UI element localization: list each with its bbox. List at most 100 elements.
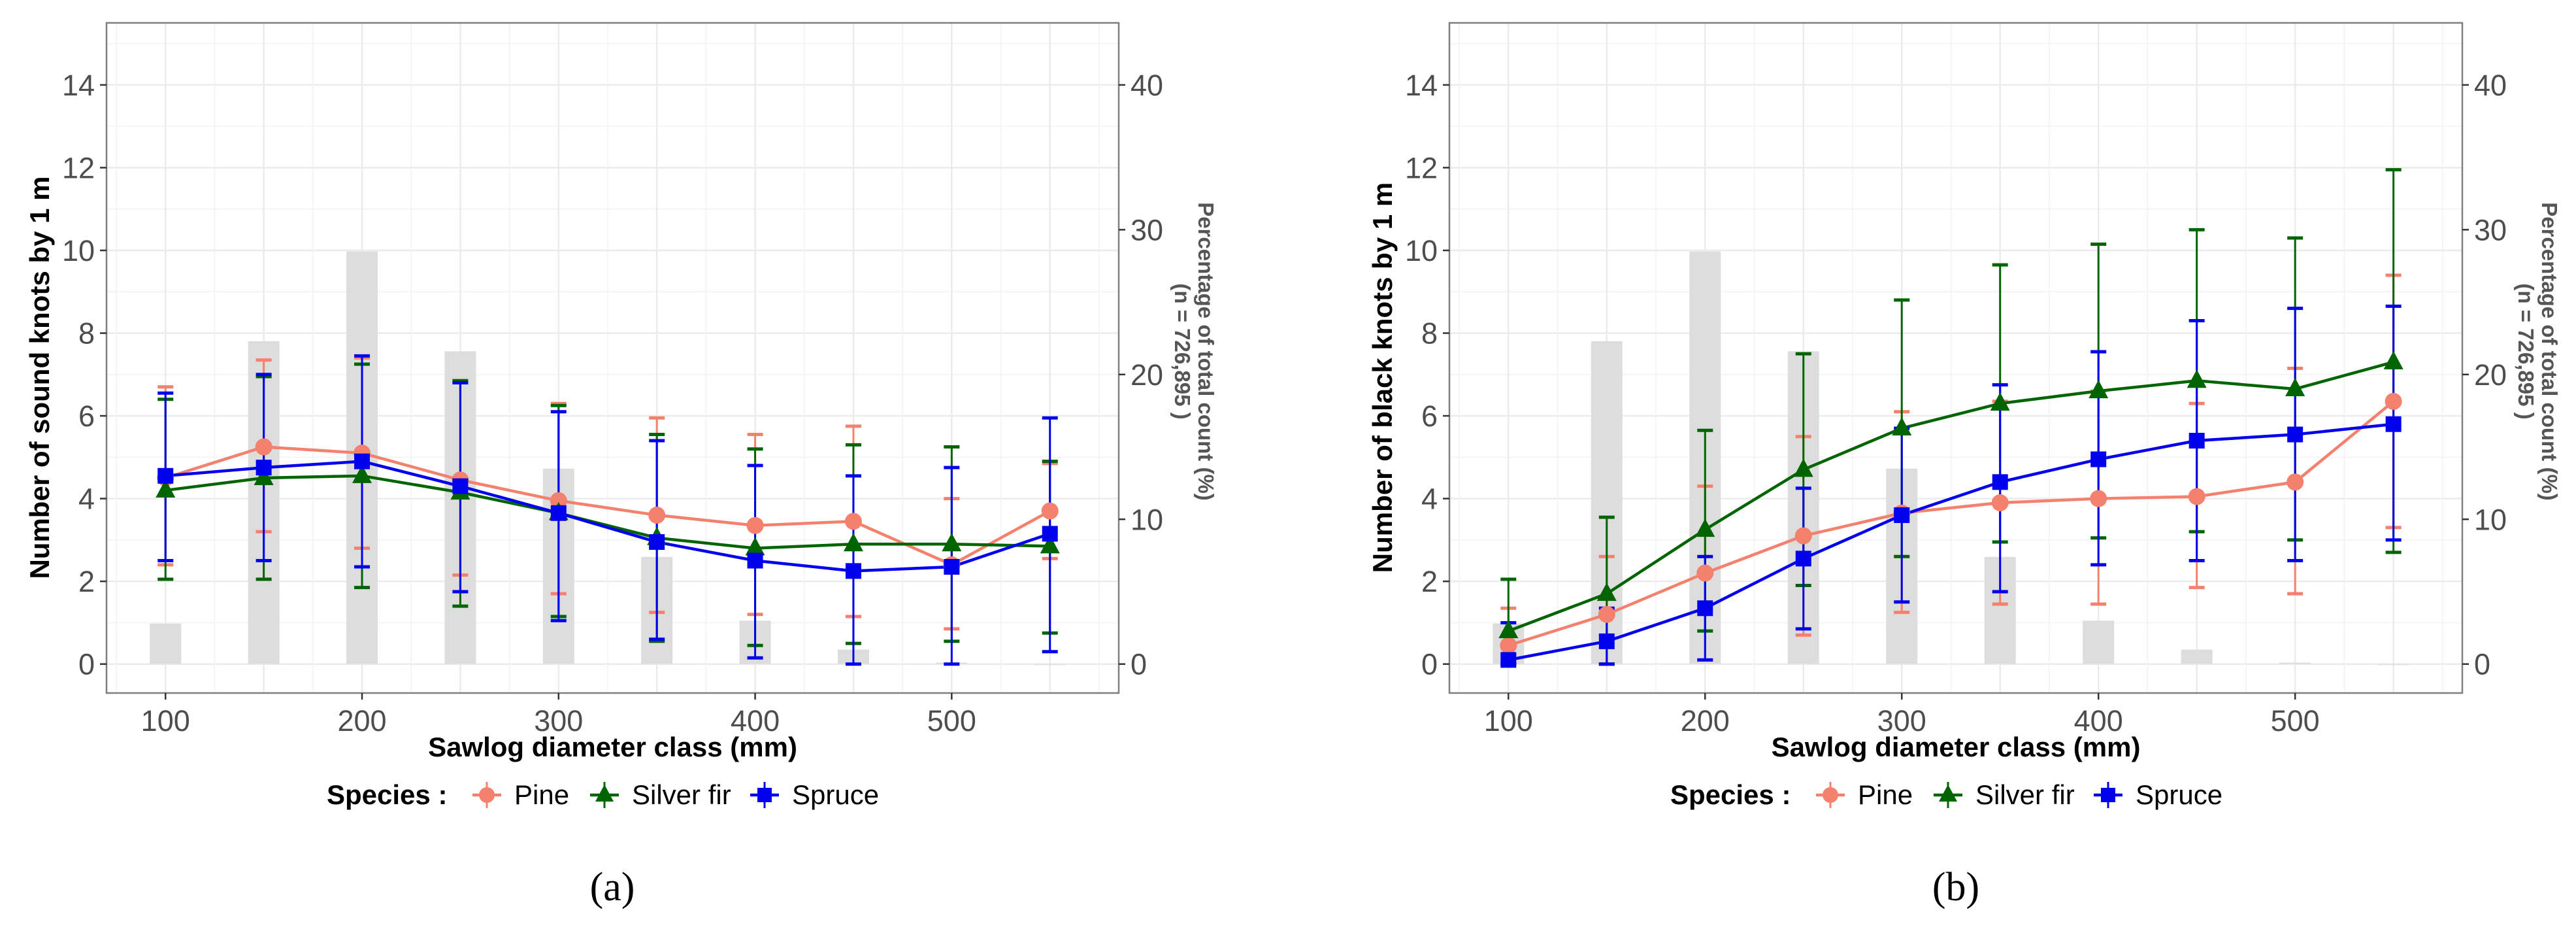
- percentage-bar: [1034, 664, 1066, 666]
- y2-tick-label: 30: [2474, 213, 2507, 246]
- spruce-point: [256, 460, 272, 476]
- x-tick-label: 500: [927, 704, 976, 737]
- silver-fir-line: [1508, 360, 2394, 633]
- legend-label-silver-fir: Silver fir: [632, 779, 731, 810]
- spruce-point: [1598, 633, 1615, 649]
- silver-fir-point: [352, 464, 372, 483]
- legend: Species : Pine Silver fir Spruce: [1670, 779, 2222, 810]
- y-tick-label: 4: [1421, 482, 1438, 516]
- y-tick-label: 6: [78, 399, 95, 433]
- legend-key-circle: [1823, 787, 1838, 803]
- legend-label-pine: Pine: [1858, 779, 1913, 810]
- legend-title: Species :: [327, 779, 447, 810]
- legend-label-pine: Pine: [514, 779, 569, 810]
- silver-fir-line: [165, 474, 1050, 550]
- legend-key-circle: [479, 787, 495, 803]
- spruce-point: [550, 505, 567, 521]
- silver-fir-point: [1990, 392, 2010, 411]
- panel-label: (a): [590, 865, 635, 909]
- pine-point: [1696, 564, 1714, 582]
- spruce-point: [747, 552, 763, 569]
- silver-fir-point: [843, 533, 863, 552]
- legend-title: Species :: [1670, 779, 1791, 810]
- y-tick-label: 4: [78, 482, 95, 516]
- x-axis-title: Sawlog diameter class (mm): [428, 732, 797, 762]
- spruce-point: [2090, 451, 2107, 467]
- spruce-point: [1894, 507, 1910, 523]
- legend-label-spruce: Spruce: [2136, 779, 2222, 810]
- spruce-point: [845, 563, 861, 579]
- pine-point: [2287, 473, 2304, 491]
- y-tick-label: 0: [78, 648, 95, 681]
- silver-fir-point: [745, 537, 765, 556]
- pine-point: [255, 438, 272, 456]
- x-tick-label: 100: [1484, 704, 1533, 737]
- spruce-point: [1042, 526, 1058, 542]
- y-tick-label: 14: [62, 69, 95, 102]
- y2-axis-title: Percentage of total count (%): [1194, 202, 1218, 501]
- y2-axis-title: Percentage of total count (%): [2537, 202, 2562, 501]
- silver-fir-point: [2089, 380, 2109, 399]
- silver-fir-point: [156, 479, 176, 498]
- pine-point: [2385, 392, 2402, 410]
- legend-key-square: [757, 788, 772, 802]
- y-tick-label: 12: [62, 151, 95, 184]
- silver-fir-point: [942, 533, 962, 552]
- spruce-point: [2188, 433, 2205, 449]
- silver-fir-point: [2187, 369, 2207, 388]
- y-tick-label: 6: [1421, 399, 1438, 433]
- y-axis-title: Number of sound knots by 1 m: [24, 176, 55, 579]
- legend-key-triangle: [1939, 785, 1957, 802]
- y2-tick-label: 20: [2474, 358, 2507, 392]
- y2-tick-label: 20: [1131, 358, 1163, 392]
- pine-point: [550, 492, 567, 509]
- y2-tick-label: 10: [2474, 503, 2507, 536]
- pine-point: [648, 506, 666, 524]
- silver-fir-point: [1040, 535, 1060, 554]
- legend-label-silver-fir: Silver fir: [1975, 779, 2075, 810]
- y-axis-title: Number of black knots by 1 m: [1367, 182, 1398, 573]
- silver-fir-point: [1498, 620, 1519, 639]
- y-tick-label: 12: [1405, 151, 1438, 184]
- percentage-bar: [2377, 664, 2409, 666]
- pine-point: [844, 513, 862, 530]
- percentage-bar: [2083, 620, 2115, 664]
- x-tick-label: 400: [2074, 704, 2123, 737]
- pine-line: [1508, 400, 2395, 647]
- y-tick-label: 8: [1421, 317, 1438, 350]
- spruce-point: [944, 559, 960, 575]
- x-tick-label: 400: [731, 704, 780, 737]
- y-tick-label: 8: [78, 317, 95, 350]
- pine-point: [2090, 490, 2107, 507]
- y-tick-label: 2: [78, 565, 95, 598]
- x-tick-label: 200: [337, 704, 386, 737]
- y-tick-label: 14: [1405, 69, 1438, 102]
- spruce-point: [2287, 426, 2304, 443]
- x-tick-label: 300: [1877, 704, 1926, 737]
- spruce-point: [649, 534, 665, 550]
- legend: Species : Pine Silver fir Spruce: [327, 779, 879, 810]
- pine-point: [746, 516, 764, 534]
- chart-panel-b: 0 2 4 6 8 10 12 14 0 10 20 30 40 100 200 300 400 500 Sawlo…: [1367, 22, 2562, 909]
- panel-label: (b): [1932, 865, 1979, 909]
- y2-tick-label: 0: [2474, 648, 2490, 681]
- y-tick-label: 10: [62, 234, 95, 267]
- y-tick-label: 0: [1421, 648, 1438, 681]
- spruce-point: [2385, 416, 2402, 432]
- spruce-point: [157, 467, 174, 484]
- pine-point: [1041, 502, 1059, 520]
- spruce-point: [452, 478, 469, 494]
- y2-tick-label: 30: [1131, 213, 1163, 246]
- pine-point: [1991, 494, 2009, 511]
- silver-fir-point: [1695, 518, 1715, 537]
- pine-point: [2188, 488, 2205, 505]
- y2-tick-label: 40: [2474, 69, 2507, 102]
- spruce-point: [1992, 474, 2008, 490]
- chart-panel-a: 0 2 4 6 8 10 12 14 0 10 20 30 40 100 200 300 400 500 Sawlo…: [24, 22, 1218, 909]
- y2-axis-count: (n = 726,895 ): [2514, 283, 2538, 419]
- legend-label-spruce: Spruce: [792, 779, 879, 810]
- plot-border: [1448, 22, 2464, 694]
- spruce-line: [1508, 422, 2394, 662]
- y-tick-label: 10: [1405, 234, 1438, 267]
